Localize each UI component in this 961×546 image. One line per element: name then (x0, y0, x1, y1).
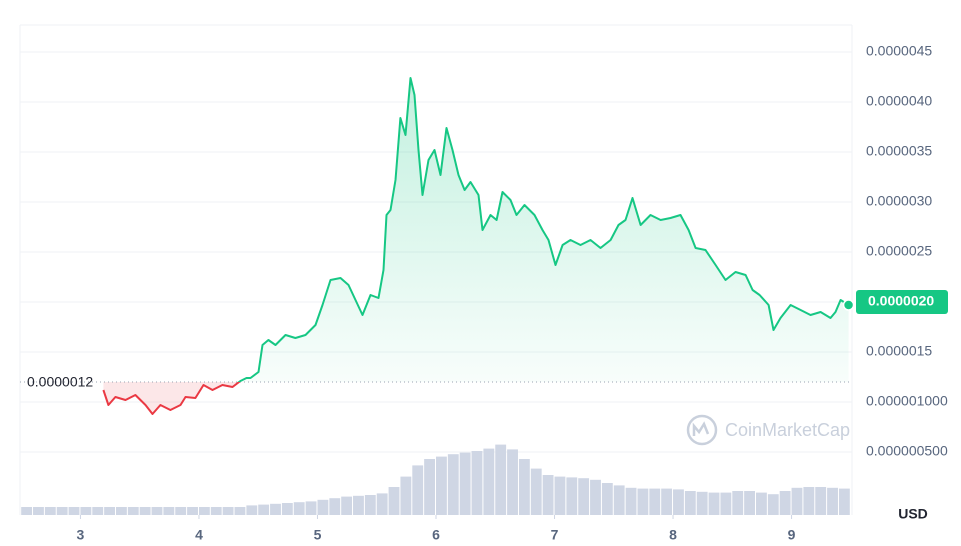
reference-label: 0.0000012 (27, 374, 93, 390)
volume-bar (234, 507, 246, 515)
volume-bar (424, 459, 435, 515)
volume-bar (293, 502, 305, 515)
volume-bar (281, 503, 293, 515)
volume-bar (459, 452, 471, 515)
volume-bar (495, 444, 507, 515)
volume-bar (673, 489, 684, 515)
volume-bar (329, 498, 341, 515)
y-tick-label: 0.000000500 (866, 443, 948, 459)
price-area (103, 78, 849, 414)
last-point (842, 299, 855, 311)
volume-bar (767, 494, 779, 515)
volume-bar (507, 449, 518, 515)
volume-bar (696, 491, 708, 515)
volume-bar (33, 507, 44, 515)
volume-bar (613, 485, 625, 515)
y-tick-label: 0.000001000 (866, 393, 948, 409)
last-price-box (856, 290, 948, 314)
volume-bar (554, 476, 566, 515)
volume-bar (791, 487, 803, 515)
x-tick-label: 6 (432, 527, 440, 543)
volume-bar (317, 499, 329, 515)
volume-bar (353, 495, 364, 515)
volume-bar (684, 491, 696, 515)
watermark-logo (686, 414, 718, 446)
x-tick-label: 7 (551, 527, 559, 543)
volume-bar (803, 487, 815, 515)
volume-bar (151, 507, 163, 515)
volume-bar (649, 488, 661, 515)
volume-bar (518, 459, 530, 515)
x-tick-label: 9 (788, 527, 796, 543)
volume-bar (447, 454, 459, 515)
volume-bar (80, 507, 92, 515)
volume-bar (637, 488, 649, 515)
volume-bar (590, 479, 601, 515)
last-price-label: 0.0000020 (868, 293, 934, 309)
y-tick-label: 0.0000040 (866, 93, 932, 109)
volume-bar (625, 487, 637, 515)
volume-bar (566, 477, 578, 515)
volume-bar (305, 501, 317, 515)
volume-bar (376, 493, 388, 515)
volume-bar (246, 505, 258, 515)
y-tick-label: 0.0000035 (866, 143, 932, 159)
volume-bar (270, 503, 281, 515)
y-tick-label: 0.0000025 (866, 243, 932, 259)
volume-bar (56, 507, 68, 515)
volume-bar (388, 487, 400, 515)
volume-bar (542, 475, 554, 515)
x-tick-label: 5 (314, 527, 322, 543)
volume-bar (815, 487, 827, 515)
price-line (102, 77, 850, 415)
volume-bar (187, 507, 198, 515)
y-tick-label: 0.0000030 (866, 193, 932, 209)
volume-bar (661, 488, 673, 515)
volume-bar (732, 491, 744, 515)
volume-bar (163, 507, 175, 515)
volume-bar (198, 507, 210, 515)
volume-bar (471, 451, 483, 515)
x-tick-label: 3 (77, 527, 85, 543)
volume-bar (530, 468, 542, 515)
y-tick-label: 0.0000015 (866, 343, 932, 359)
volume-bar (400, 476, 412, 515)
volume-bar (44, 507, 56, 515)
volume-bar (175, 507, 187, 515)
x-tick-label: 8 (669, 527, 677, 543)
volume-bar (827, 487, 838, 515)
volume-bar (127, 507, 139, 515)
volume-bar (708, 492, 720, 515)
volume-bar (744, 491, 755, 515)
volume-bar (720, 492, 732, 515)
volume-bar (578, 478, 590, 515)
currency-label: USD (898, 506, 928, 522)
volume-bar (483, 448, 495, 515)
y-tick-label: 0.0000045 (866, 43, 932, 59)
volume-bar (68, 507, 80, 515)
volume-bar (139, 507, 151, 515)
volume-bar (779, 491, 791, 515)
volume-bar (116, 507, 127, 515)
volume-bar (364, 495, 376, 515)
volume-bar (104, 507, 115, 515)
volume-bar (412, 465, 424, 515)
volume-bar (341, 496, 353, 515)
watermark: CoinMarketCap (725, 420, 850, 440)
x-tick-label: 4 (195, 527, 203, 543)
volume-bar (92, 507, 104, 515)
volume-bar (21, 507, 33, 515)
volume-bar (838, 488, 850, 515)
volume-bar (756, 492, 767, 515)
volume-bar (436, 456, 447, 515)
volume-bar (222, 507, 234, 515)
volume-bar (258, 504, 270, 515)
volume-bar (210, 507, 222, 515)
volume-bar (601, 483, 613, 515)
